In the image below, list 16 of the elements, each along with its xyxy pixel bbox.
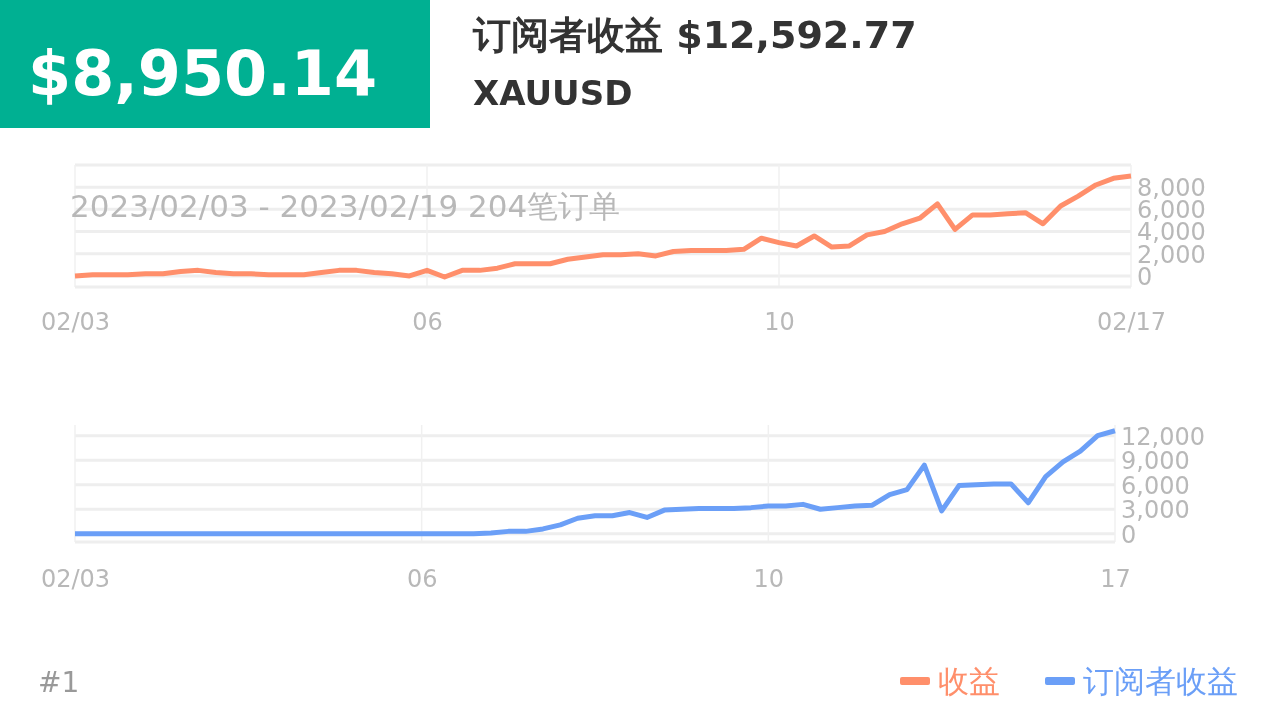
chart-title: 订阅者收益 $12,592.77 [472,13,917,57]
x-tick-label: 02/03 [40,565,111,594]
annotation: 2023/02/03 - 2023/02/19 204笔订单 [70,188,621,224]
legend-label: 订阅者收益 [1083,663,1238,699]
x-tick-label: 06 [412,308,443,337]
x-tick-label: 17 [1100,565,1131,594]
x-tick-label: 02/03 [40,308,111,337]
x-tick-label: 06 [406,565,438,594]
x-tick-label: 02/17 [1096,308,1167,337]
text: $8,950.14 [28,37,378,110]
x-tick-label: 10 [753,565,785,594]
y-tick-label: 0 [1137,262,1153,291]
x-tick-label: 10 [764,308,795,337]
text: #1 [38,666,80,699]
chart-subtitle: XAUUSD [473,73,633,113]
legend-label: 收益 [938,663,1000,699]
